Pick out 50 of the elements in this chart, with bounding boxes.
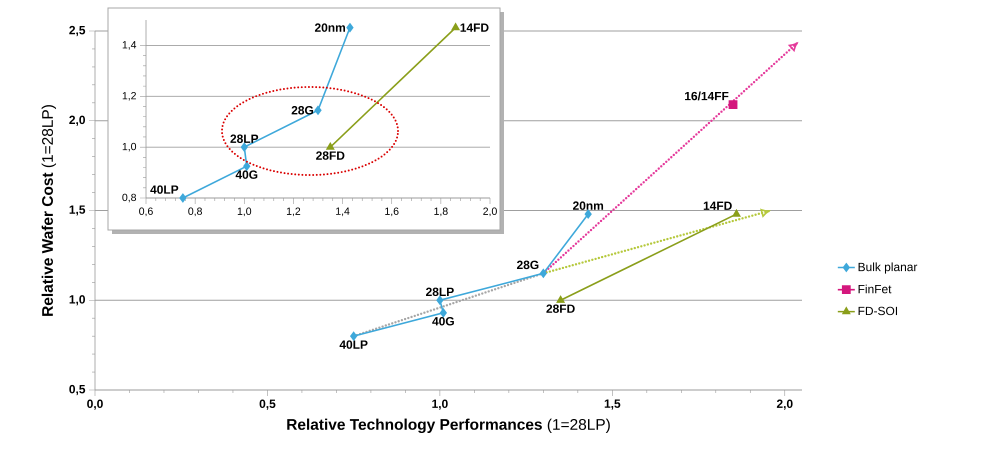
x-tick-label: 1,2: [286, 208, 300, 216]
point: [540, 268, 547, 278]
x-tick-label: 1,0: [432, 400, 448, 410]
annotation: 40LP: [150, 185, 178, 194]
x-tick-label: 1,8: [434, 208, 448, 216]
point: [314, 106, 322, 115]
annotation: 28FD: [546, 304, 575, 313]
x-tick-label: 1,6: [385, 208, 399, 216]
annotation: 40LP: [340, 340, 368, 349]
annotation: 28LP: [230, 134, 258, 143]
annotation: 28FD: [316, 151, 344, 160]
x-tick-label: 1,4: [336, 208, 350, 216]
point: [440, 308, 447, 318]
point: [728, 100, 738, 109]
y-tick-label: 1,0: [122, 142, 136, 152]
y-tick-label: 0,8: [122, 194, 136, 202]
legend-label: FD-SOI: [858, 306, 898, 316]
x-axis-title: Relative Technology Performances (1=28LP): [287, 418, 610, 434]
annotation: 14FD: [704, 202, 732, 210]
legend-label: Bulk planar: [858, 262, 918, 274]
x-tick-label: 2,0: [483, 208, 497, 216]
y-tick-label: 0,5: [69, 384, 86, 396]
x-tick-label: 0,5: [260, 400, 276, 410]
annotation: 28LP: [426, 288, 454, 296]
y-tick-label: 2,0: [69, 116, 85, 126]
legend-label: FinFet: [858, 284, 892, 294]
point: [179, 194, 186, 202]
annotation: 40G: [236, 170, 258, 179]
point: [436, 296, 444, 305]
y-tick-label: 1,4: [122, 41, 136, 50]
annotation: 14FD: [460, 24, 489, 32]
annotation: 20nm: [572, 201, 604, 210]
y-tick-label: 2,5: [69, 26, 86, 36]
annotation: 20nm: [314, 23, 346, 32]
annotation: 28G: [516, 260, 538, 270]
annotation: 28G: [292, 106, 314, 114]
x-tick-label: 1,0: [238, 208, 252, 216]
x-tick-label: 0,0: [87, 400, 103, 410]
annotation: 40G: [432, 317, 454, 326]
x-tick-label: 0,8: [188, 208, 202, 216]
annotation: 16/14FF: [685, 92, 728, 100]
point: [240, 142, 248, 152]
x-tick-label: 2,0: [776, 400, 793, 410]
x-tick-label: 1,5: [604, 400, 620, 410]
x-tick-label: 0,6: [139, 208, 153, 216]
y-tick-label: 1,0: [70, 295, 85, 306]
point: [346, 23, 354, 32]
y-tick-label: 1,2: [122, 92, 136, 101]
y-axis-title: Relative Wafer Cost (1=28LP): [42, 105, 56, 316]
point: [584, 210, 592, 218]
